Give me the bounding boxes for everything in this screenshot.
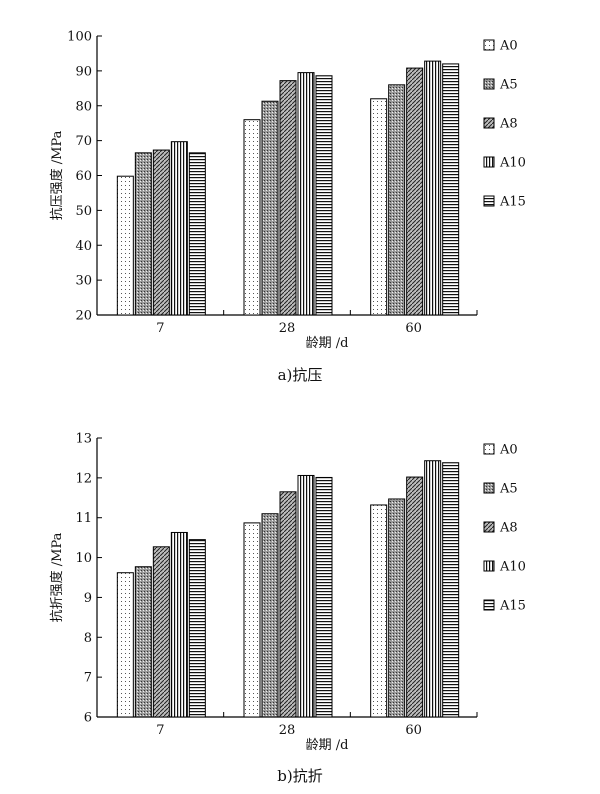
legend-swatch-a10 [483,156,495,168]
legend-label-a15: A15 [499,195,526,210]
bar-a5-60 [388,84,406,316]
y-tick-label: 70 [75,134,92,149]
bar-a10-60 [424,460,442,718]
legend-label-a0: A0 [499,39,518,54]
legend-label-a15: A15 [499,599,526,614]
y-tick-label: 12 [75,471,92,486]
bar-a5-7 [134,152,152,316]
legend-swatch-a15 [483,599,495,611]
y-tick-label: 20 [75,309,92,324]
legend-label-a5: A5 [499,482,518,497]
bar-a10-7 [170,531,188,718]
y-tick-label: 60 [75,169,92,184]
legend-label-a10: A10 [499,156,526,171]
x-axis-label: 龄期 /d [306,738,349,753]
y-tick-label: 50 [75,204,92,219]
legend-label-a0: A0 [499,443,518,458]
legend-swatch-a10 [483,560,495,572]
x-tick-label: 7 [156,723,164,738]
chart-flexural: 6 7 8 9 10 11 12 13 7 28 60 龄期 /d 抗折强度 /MPa A0 A5 A8 A10… [49,432,526,786]
bar-a15-28 [315,476,333,718]
bar-a0-7 [116,175,134,316]
x-tick-label: 60 [405,321,422,336]
legend-label-a10: A10 [499,560,526,575]
bar-a10-60 [424,60,442,316]
bar-a15-60 [442,462,460,718]
legend-swatch-a15 [483,195,495,207]
y-tick-label: 100 [67,30,92,45]
bar-a8-28 [279,80,297,316]
bar-a5-60 [388,498,406,718]
bar-a8-60 [406,67,424,316]
bar-a0-60 [370,98,388,316]
bar-a15-28 [315,75,333,316]
y-axis-label: 抗折强度 /MPa [49,532,65,622]
figure-caption: a)抗压 [278,366,323,384]
bar-a5-28 [261,513,279,718]
legend-swatch-a0 [483,39,495,51]
bar-a8-7 [152,546,170,718]
y-tick-label: 30 [75,274,92,289]
figure-caption: b)抗折 [277,767,322,785]
y-tick-label: 90 [75,64,92,79]
bar-a0-7 [116,572,134,718]
bar-a8-60 [406,476,424,718]
bar-a8-28 [279,491,297,718]
y-tick-label: 8 [84,631,92,646]
bar-a5-28 [261,100,279,316]
bar-a0-28 [243,522,261,718]
legend-swatch-a8 [483,117,495,129]
bar-a15-7 [188,152,206,316]
x-axis-label: 龄期 /d [306,336,349,351]
legend-swatch-a5 [483,482,495,494]
legend-swatch-a0 [483,443,495,455]
bar-a15-60 [442,63,460,316]
bar-a5-7 [134,566,152,718]
y-tick-label: 80 [75,99,92,114]
y-tick-label: 40 [75,239,92,254]
legend-label-a8: A8 [499,521,518,536]
x-tick-label: 28 [279,321,296,336]
bar-a15-7 [188,539,206,718]
bar-a10-7 [170,141,188,316]
y-tick-label: 7 [84,671,92,686]
chart-compressive: 20 30 40 50 60 70 80 90 100 7 28 60 龄期 /d 抗压强度 /MPa A0… [49,30,526,385]
y-tick-label: 13 [75,432,92,447]
bar-a0-60 [370,504,388,718]
y-tick-label: 9 [84,591,92,606]
legend-swatch-a5 [483,78,495,90]
legend-label-a5: A5 [499,78,518,93]
legend-label-a8: A8 [499,117,518,132]
x-tick-label: 28 [279,723,296,738]
y-tick-label: 10 [75,551,92,566]
bar-a10-28 [297,474,315,718]
y-axis-label: 抗压强度 /MPa [49,130,65,220]
bar-a8-7 [152,149,170,316]
x-tick-label: 7 [156,321,164,336]
bar-a10-28 [297,72,315,316]
legend-swatch-a8 [483,521,495,533]
bar-a0-28 [243,119,261,316]
y-tick-label: 6 [84,711,92,726]
y-tick-label: 11 [75,511,92,526]
x-tick-label: 60 [405,723,422,738]
